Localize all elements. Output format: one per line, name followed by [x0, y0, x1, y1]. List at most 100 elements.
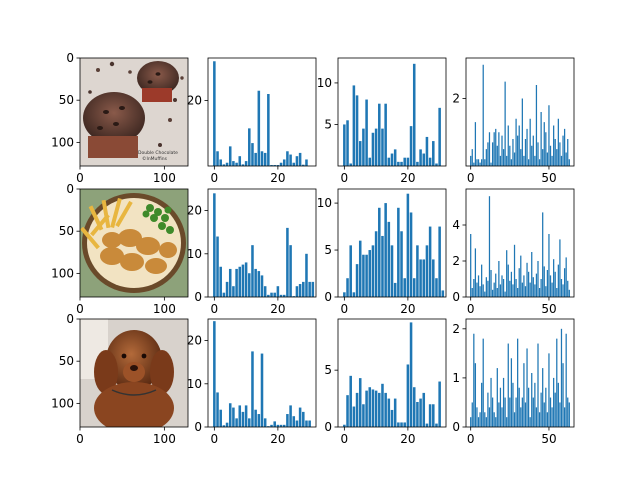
bar: [491, 289, 494, 297]
bar: [471, 149, 473, 166]
bar: [520, 255, 522, 297]
chart-frame: [465, 188, 575, 298]
bar: [534, 155, 536, 166]
bar: [471, 288, 473, 297]
muffin-caption-line2: ©InMuffins: [142, 155, 168, 162]
bar: [557, 382, 559, 427]
bar: [238, 266, 242, 297]
bar: [470, 234, 472, 297]
bar: [302, 164, 305, 166]
bar: [523, 275, 525, 297]
bar: [251, 245, 254, 297]
image-xtick-label: 0: [76, 171, 84, 185]
bar: [308, 281, 311, 297]
bar: [504, 291, 506, 297]
bar: [387, 398, 391, 427]
image-xtick-label: 100: [153, 432, 176, 446]
bar: [493, 132, 495, 166]
bar: [482, 284, 484, 297]
bar: [502, 377, 505, 427]
muffin-caption-line1: Double Chocolate: [138, 150, 178, 156]
bar: [537, 261, 539, 297]
bar: [248, 273, 251, 297]
bar: [499, 387, 502, 427]
bar: [397, 161, 400, 166]
bar: [286, 151, 289, 166]
bar: [485, 417, 487, 427]
bar: [548, 105, 550, 166]
image-xtick-label: 100: [153, 302, 176, 316]
bar: [520, 149, 522, 166]
bar: [553, 125, 555, 166]
bar: [289, 245, 292, 297]
bar: [292, 296, 296, 297]
xtick-label: 20: [400, 302, 415, 316]
xtick-label: 0: [467, 432, 475, 446]
bar: [521, 282, 523, 297]
bar: [474, 248, 477, 297]
bar: [542, 149, 544, 166]
ytick-label: 10: [187, 377, 202, 391]
bar: [474, 122, 477, 166]
bar: [216, 392, 219, 427]
bar: [559, 402, 561, 427]
bar: [425, 423, 429, 427]
xtick-label: 0: [467, 171, 475, 185]
bar: [517, 135, 519, 166]
bar: [390, 153, 394, 166]
bar: [484, 412, 486, 427]
bar: [495, 417, 497, 427]
bar: [563, 268, 566, 297]
bar: [254, 409, 257, 427]
bar: [509, 397, 511, 427]
bar: [470, 155, 472, 166]
bar: [371, 132, 375, 166]
bar: [232, 407, 235, 427]
bar: [393, 398, 397, 427]
bar: [409, 212, 413, 297]
bar: [479, 412, 481, 427]
bar: [534, 382, 536, 427]
chart-frame: [207, 188, 317, 298]
bar: [507, 343, 509, 427]
bar: [368, 250, 372, 297]
bar: [365, 99, 368, 166]
bar-chart-r1-c0: 0 20 0 10 20: [187, 188, 317, 316]
bar: [507, 125, 509, 166]
bar: [495, 128, 497, 166]
bar: [548, 353, 550, 427]
bar: [556, 338, 558, 427]
ytick-label: 0: [194, 290, 202, 304]
bar: [499, 284, 502, 297]
bar: [349, 163, 352, 166]
bar: [228, 403, 232, 427]
bar: [260, 275, 264, 297]
bar: [563, 407, 566, 427]
bar: [537, 343, 539, 427]
bar: [521, 98, 523, 166]
ytick-label: 20: [187, 334, 202, 348]
bar: [526, 128, 528, 166]
bar: [432, 141, 435, 166]
bar: [513, 152, 516, 166]
bar: [515, 118, 517, 166]
bar: [477, 275, 480, 297]
xtick-label: 0: [211, 171, 219, 185]
bar: [251, 143, 254, 166]
bar: [538, 159, 541, 166]
bar: [540, 392, 542, 427]
bar: [481, 382, 483, 427]
bar: [282, 424, 286, 427]
xtick-label: 20: [270, 171, 285, 185]
bar: [286, 227, 289, 297]
bar: [292, 162, 296, 166]
bar: [282, 159, 286, 166]
bar: [484, 291, 486, 297]
bar: [485, 149, 487, 166]
bar: [559, 142, 561, 166]
bar: [527, 159, 530, 166]
image-ytick-label: 100: [51, 266, 74, 280]
bar: [502, 149, 505, 166]
bar: [292, 416, 296, 427]
bar: [562, 363, 564, 427]
